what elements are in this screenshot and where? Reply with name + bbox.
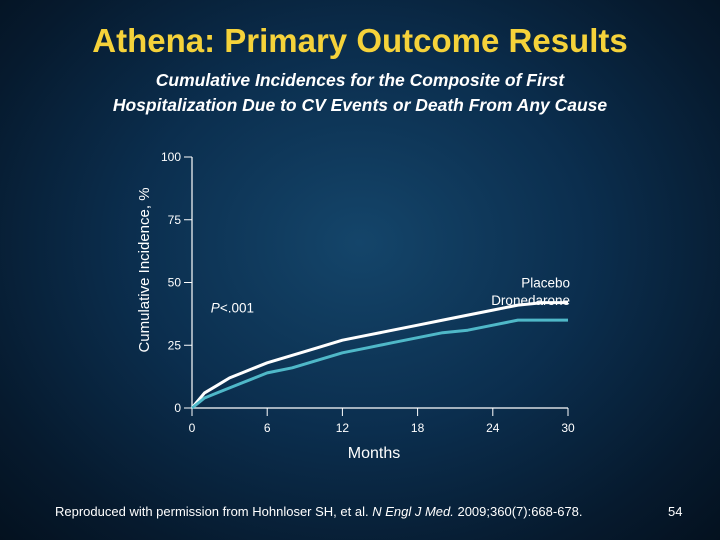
citation-journal: N Engl J Med. bbox=[372, 504, 454, 519]
x-tick-label: 0 bbox=[189, 421, 196, 435]
x-axis-title: Months bbox=[348, 445, 400, 462]
y-tick-label: 0 bbox=[174, 401, 181, 415]
p-value-annotation: P<.001 bbox=[211, 301, 254, 316]
y-tick-label: 75 bbox=[168, 213, 182, 227]
slide-title: Athena: Primary Outcome Results bbox=[92, 22, 628, 59]
p-value-text: <.001 bbox=[220, 301, 254, 316]
p-value-symbol: P bbox=[211, 301, 220, 316]
x-tick-label: 24 bbox=[486, 421, 500, 435]
chart-labels: Placebo Dronedarone P<.001 bbox=[211, 276, 570, 316]
chart-series bbox=[190, 301, 568, 410]
x-tick-label: 18 bbox=[411, 421, 425, 435]
series-line-placebo bbox=[190, 301, 568, 409]
chart-axes: 0 25 50 75 100 0 6 12 18 24 30 Months Cumulative Inc… bbox=[136, 150, 575, 462]
y-tick-label: 100 bbox=[161, 150, 181, 164]
x-tick-label: 30 bbox=[561, 421, 575, 435]
page-number: 54 bbox=[668, 504, 683, 519]
y-axis-title: Cumulative Incidence, % bbox=[136, 187, 153, 352]
citation-prefix: Reproduced with permission from Hohnlose… bbox=[55, 504, 373, 519]
series-label-dronedarone: Dronedarone bbox=[491, 293, 570, 308]
y-tick-label: 25 bbox=[168, 338, 182, 352]
x-tick-label: 12 bbox=[336, 421, 350, 435]
series-line-dronedarone bbox=[191, 318, 568, 410]
footer-citation: Reproduced with permission from Hohnlose… bbox=[55, 504, 583, 519]
citation-suffix: 2009;360(7):668-678. bbox=[453, 504, 583, 519]
y-tick-label: 50 bbox=[168, 276, 182, 290]
chart-subtitle: Cumulative Incidences for the Composite … bbox=[0, 68, 720, 118]
x-tick-label: 6 bbox=[264, 421, 271, 435]
subtitle-line-2: Hospitalization Due to CV Events or Deat… bbox=[112, 95, 608, 115]
series-label-placebo: Placebo bbox=[521, 276, 570, 291]
subtitle-line-1: Cumulative Incidences for the Composite … bbox=[155, 70, 565, 90]
